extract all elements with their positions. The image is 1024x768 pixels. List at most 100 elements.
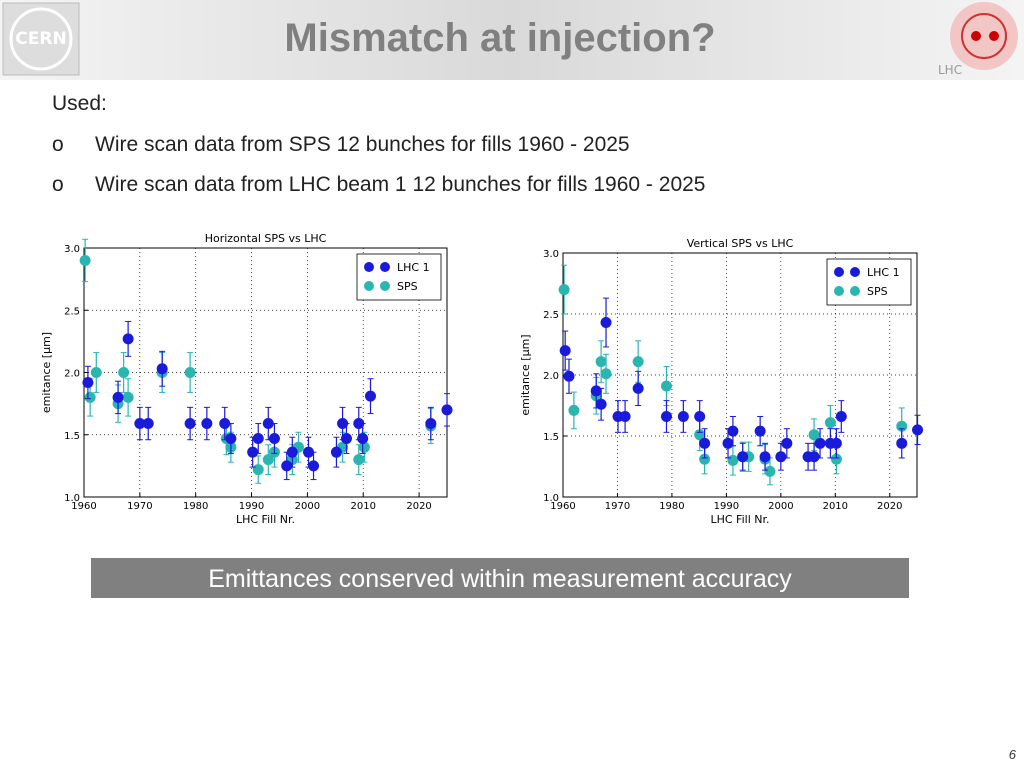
point — [808, 451, 820, 463]
point — [247, 446, 259, 458]
legend-marker — [834, 267, 844, 277]
legend-label: SPS — [397, 280, 418, 293]
x-tick-label: 1980 — [659, 501, 684, 512]
logo-ring — [9, 7, 73, 71]
point — [353, 454, 365, 466]
point — [722, 437, 734, 449]
y-tick-label: 1.0 — [64, 493, 80, 504]
legend-label: SPS — [867, 285, 888, 298]
point — [632, 356, 644, 368]
x-tick-label: 1970 — [605, 501, 630, 512]
legend-label: LHC 1 — [867, 266, 900, 279]
point — [660, 410, 672, 422]
point — [759, 451, 771, 463]
point — [184, 367, 196, 378]
point — [600, 317, 612, 329]
x-tick-label: 1970 — [127, 501, 152, 512]
y-axis-label: emitance [μm] — [519, 334, 532, 415]
point — [754, 425, 766, 437]
point — [808, 429, 820, 441]
cern-logo: CERN — [2, 2, 80, 76]
point — [600, 368, 612, 380]
logo-box — [2, 2, 80, 76]
logo-text: LHC — [938, 63, 962, 77]
point — [694, 410, 706, 422]
point — [896, 437, 908, 449]
logo-beam — [989, 31, 999, 41]
legend-marker — [834, 286, 844, 296]
y-tick-label: 3.0 — [64, 244, 80, 255]
point — [824, 417, 836, 429]
y-tick-label: 1.5 — [543, 432, 559, 443]
point — [699, 453, 711, 465]
point — [82, 376, 94, 388]
point — [358, 441, 370, 453]
point — [568, 404, 580, 416]
point — [252, 464, 264, 476]
point — [118, 367, 130, 378]
bullet-text: Wire scan data from SPS 12 bunches for f… — [95, 133, 630, 156]
point — [252, 432, 264, 444]
y-tick-label: 2.0 — [64, 369, 80, 380]
legend-marker — [364, 262, 374, 272]
point — [184, 418, 196, 430]
point — [364, 390, 376, 402]
y-tick-label: 3.0 — [543, 249, 559, 260]
x-tick-label: 1990 — [714, 501, 739, 512]
point — [337, 418, 349, 430]
x-tick-label: 2010 — [823, 501, 848, 512]
bullet-marker: o — [52, 133, 64, 156]
y-tick-label: 2.5 — [543, 310, 559, 321]
point — [764, 465, 776, 477]
point — [330, 446, 342, 458]
point — [357, 432, 369, 444]
header-banner — [0, 0, 1024, 80]
legend-marker — [380, 262, 390, 272]
chart-title: Vertical SPS vs LHC — [687, 237, 794, 250]
point — [595, 398, 607, 410]
point — [122, 333, 134, 345]
point — [84, 391, 96, 403]
point — [737, 451, 749, 463]
x-tick-label: 1980 — [183, 501, 208, 512]
point — [340, 432, 352, 444]
x-tick-label: 2020 — [406, 501, 431, 512]
point — [353, 418, 365, 430]
x-axis-label: LHC Fill Nr. — [710, 513, 769, 526]
point — [225, 432, 237, 444]
point — [595, 356, 607, 368]
slide-title: Mismatch at injection? — [284, 16, 716, 60]
x-tick-label: 1960 — [550, 501, 575, 512]
point — [835, 410, 847, 422]
point — [112, 391, 124, 403]
conclusion: Emittances conserved within measurement … — [91, 558, 909, 598]
point — [262, 418, 274, 430]
y-tick-label: 2.0 — [543, 371, 559, 382]
point — [425, 418, 437, 430]
point — [660, 380, 672, 392]
point — [79, 254, 91, 266]
point — [677, 410, 689, 422]
x-tick-label: 2000 — [768, 501, 793, 512]
x-tick-label: 2010 — [351, 501, 376, 512]
point — [558, 284, 570, 296]
point — [632, 382, 644, 394]
point — [775, 451, 787, 463]
x-axis-label: LHC Fill Nr. — [236, 513, 295, 526]
point — [727, 425, 739, 437]
point — [830, 437, 842, 449]
point — [912, 424, 924, 436]
point — [134, 418, 146, 430]
chart-title: Horizontal SPS vs LHC — [205, 232, 327, 245]
point — [219, 418, 231, 430]
chart: Horizontal SPS vs LHC 1.0 1.5 2.0 2.5 3.0 1960… — [40, 232, 453, 526]
bullet-text: Wire scan data from LHC beam 1 12 bunche… — [95, 173, 706, 196]
point — [559, 345, 571, 357]
y-tick-label: 1.5 — [64, 431, 80, 442]
legend-label: LHC 1 — [397, 261, 430, 274]
y-axis-label: emitance [μm] — [40, 332, 53, 413]
y-tick-label: 2.5 — [64, 306, 80, 317]
legend-marker — [364, 281, 374, 291]
point — [90, 367, 102, 378]
x-tick-label: 1960 — [71, 501, 96, 512]
